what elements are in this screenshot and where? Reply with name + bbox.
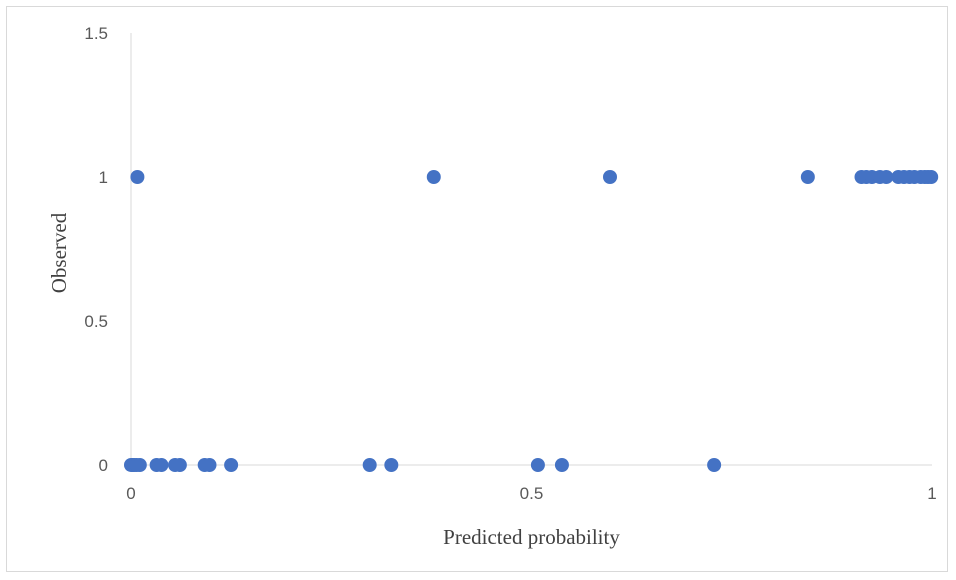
chart-area — [6, 6, 948, 572]
data-point — [362, 458, 377, 472]
data-point — [554, 458, 569, 472]
y-tick-label: 1.5 — [84, 24, 108, 43]
x-tick-label: 0 — [126, 484, 135, 503]
data-point — [707, 458, 722, 472]
axes — [130, 33, 932, 466]
data-point — [132, 458, 147, 472]
data-point — [602, 170, 617, 184]
x-tick-label: 1 — [927, 484, 936, 503]
data-point — [530, 458, 545, 472]
data-point — [384, 458, 399, 472]
data-points — [124, 170, 939, 472]
data-point — [224, 458, 239, 472]
x-tick-label: 0.5 — [520, 484, 544, 503]
y-tick-label: 1 — [99, 168, 108, 187]
data-point — [426, 170, 441, 184]
data-point — [879, 170, 894, 184]
data-point — [154, 458, 169, 472]
data-point — [202, 458, 217, 472]
x-axis-title: Predicted probability — [443, 525, 620, 549]
y-axis-title: Observed — [47, 212, 71, 293]
x-tick-labels: 0 0.5 1 — [126, 484, 936, 503]
data-point — [924, 170, 939, 184]
y-tick-label: 0 — [99, 456, 108, 475]
y-tick-label: 0.5 — [84, 312, 108, 331]
data-point — [800, 170, 815, 184]
data-point — [130, 170, 145, 184]
data-point — [172, 458, 187, 472]
y-tick-labels: 0 0.5 1 1.5 — [84, 24, 108, 475]
